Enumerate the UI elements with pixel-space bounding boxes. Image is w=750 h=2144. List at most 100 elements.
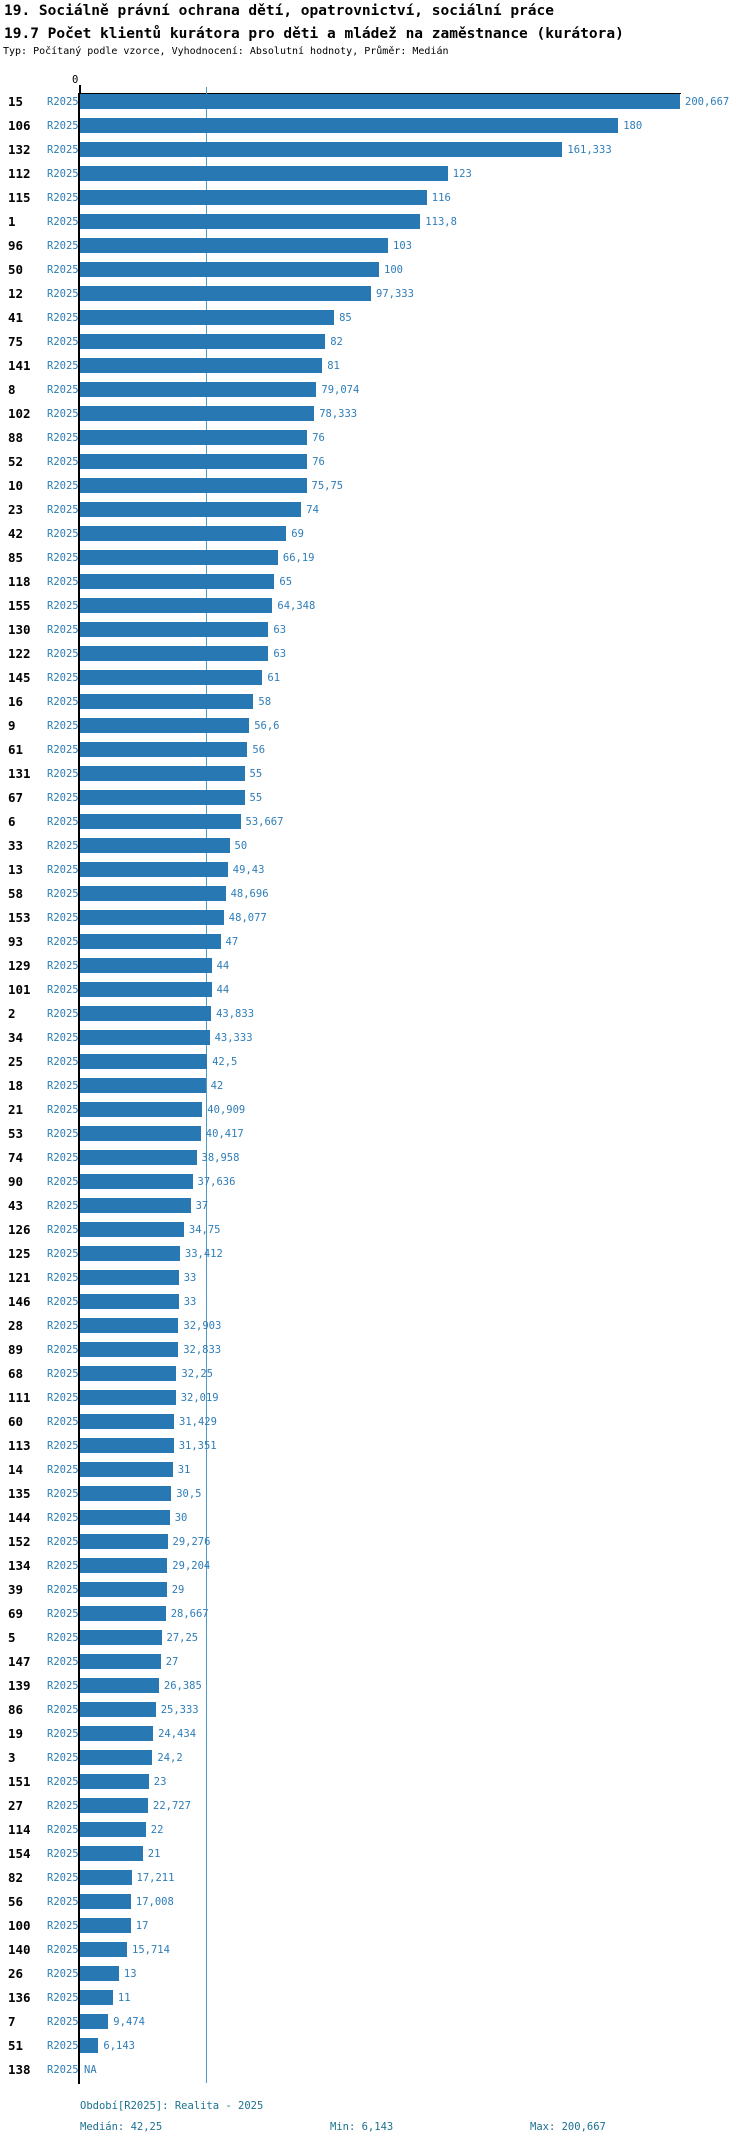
chart-row: 111 R2025 32,019	[0, 1390, 750, 1406]
row-label: 89	[8, 1341, 24, 1357]
row-period-label: R2025	[47, 239, 79, 252]
row-label: 25	[8, 1053, 24, 1069]
chart-row: 6 R2025 53,667	[0, 814, 750, 830]
bar	[80, 694, 254, 710]
row-label: 140	[8, 1941, 31, 1957]
chart-row: 153 R2025 48,077	[0, 910, 750, 926]
row-period-label: R2025	[47, 623, 79, 636]
bar	[80, 478, 307, 494]
row-label: 125	[8, 1245, 31, 1261]
row-period-label: R2025	[47, 503, 79, 516]
bar-value-label: 29	[171, 1583, 185, 1596]
bar-value-label: 30,5	[176, 1487, 202, 1500]
row-period-label: R2025	[47, 743, 79, 756]
chart-row: 129 R2025 44	[0, 958, 750, 974]
row-label: 28	[8, 1317, 24, 1333]
bar-value-label: 25,333	[160, 1703, 199, 1716]
row-label: 53	[8, 1125, 24, 1141]
row-period-label: R2025	[47, 1463, 79, 1476]
row-label: 102	[8, 405, 31, 421]
chart-row: 8 R2025 79,074	[0, 382, 750, 398]
row-period-label: R2025	[47, 311, 79, 324]
row-period-label: R2025	[47, 1559, 79, 1572]
chart-row: 1 R2025 113,8	[0, 214, 750, 230]
bar	[80, 814, 241, 830]
row-period-label: R2025	[47, 1919, 79, 1932]
chart-row: 130 R2025 63	[0, 622, 750, 638]
chart-row: 21 R2025 40,909	[0, 1102, 750, 1118]
bar	[80, 790, 245, 806]
row-period-label: R2025	[47, 359, 79, 372]
bar-value-label: 33,412	[184, 1247, 223, 1260]
chart-row: 100 R2025 17	[0, 1918, 750, 1934]
row-label: 6	[8, 813, 16, 829]
chart-row: 101 R2025 44	[0, 982, 750, 998]
row-period-label: R2025	[47, 1679, 79, 1692]
chart-row: 43 R2025 37	[0, 1198, 750, 1214]
row-period-label: R2025	[47, 1607, 79, 1620]
bar-value-label: 32,903	[183, 1319, 222, 1332]
bar	[80, 430, 308, 446]
bar-value-label: 13	[123, 1967, 137, 1980]
bar-value-label: 42	[210, 1079, 224, 1092]
row-period-label: R2025	[47, 1631, 79, 1644]
bar	[80, 598, 273, 614]
chart-row: 82 R2025 17,211	[0, 1870, 750, 1886]
bar-value-label: 74	[306, 503, 319, 516]
row-period-label: R2025	[47, 1751, 79, 1764]
row-label: 74	[8, 1149, 24, 1165]
bar-value-label: 22,727	[153, 1799, 191, 1812]
bar-value-label: 29,276	[172, 1535, 211, 1548]
bar	[80, 1726, 154, 1742]
bar-value-label: 32,833	[183, 1343, 222, 1356]
bar-value-label: 180	[623, 119, 643, 132]
row-period-label: R2025	[47, 1847, 79, 1860]
row-period-label: R2025	[47, 1895, 79, 1908]
bar-value-label: 66,19	[282, 551, 315, 564]
bar-value-label: 31,351	[178, 1439, 217, 1452]
row-period-label: R2025	[47, 1247, 79, 1260]
bar-value-label: 69	[291, 527, 304, 540]
row-period-label: R2025	[47, 479, 79, 492]
row-period-label: R2025	[47, 1703, 79, 1716]
bar-value-label: 81	[327, 359, 340, 372]
bar-value-label: 42,5	[212, 1055, 238, 1068]
row-period-label: R2025	[47, 1223, 79, 1236]
footer-max: Max: 200,667	[530, 2121, 606, 2133]
row-label: 153	[8, 909, 31, 925]
bar-value-label: 55	[249, 791, 263, 804]
row-label: 100	[8, 1917, 31, 1933]
bar	[80, 1366, 177, 1382]
bar-value-label: 100	[384, 263, 403, 276]
row-period-label: R2025	[47, 1391, 79, 1404]
chart-row: 115 R2025 116	[0, 190, 750, 206]
bar	[80, 310, 335, 326]
chart-row: 154 R2025 21	[0, 1846, 750, 1862]
row-period-label: R2025	[47, 1079, 79, 1092]
bar	[80, 1990, 113, 2006]
bar-value-label: 15,714	[132, 1943, 170, 1956]
footer-min: Min: 6,143	[330, 2121, 394, 2133]
row-period-label: R2025	[47, 1127, 79, 1140]
row-label: 51	[8, 2037, 24, 2053]
chart-row: 14 R2025 31	[0, 1462, 750, 1478]
chart-row: 145 R2025 61	[0, 670, 750, 686]
row-period-label: R2025	[47, 1295, 79, 1308]
bar	[80, 2038, 99, 2054]
chart-row: 10 R2025 75,75	[0, 478, 750, 494]
bar	[80, 1774, 149, 1790]
row-label: 130	[8, 621, 31, 637]
row-period-label: R2025	[47, 983, 79, 996]
chart-row: 39 R2025 29	[0, 1582, 750, 1598]
bar-value-label: 82	[330, 335, 343, 348]
row-label: 111	[8, 1389, 31, 1405]
row-period-label: R2025	[47, 647, 79, 660]
row-label: 61	[8, 741, 24, 757]
row-label: 136	[8, 1989, 31, 2005]
bar	[80, 910, 224, 926]
row-label: 33	[8, 837, 24, 853]
bar-value-label: 24,2	[157, 1751, 183, 1764]
chart-row: 147 R2025 27	[0, 1654, 750, 1670]
row-label: 7	[8, 2013, 16, 2029]
chart-row: 26 R2025 13	[0, 1966, 750, 1982]
